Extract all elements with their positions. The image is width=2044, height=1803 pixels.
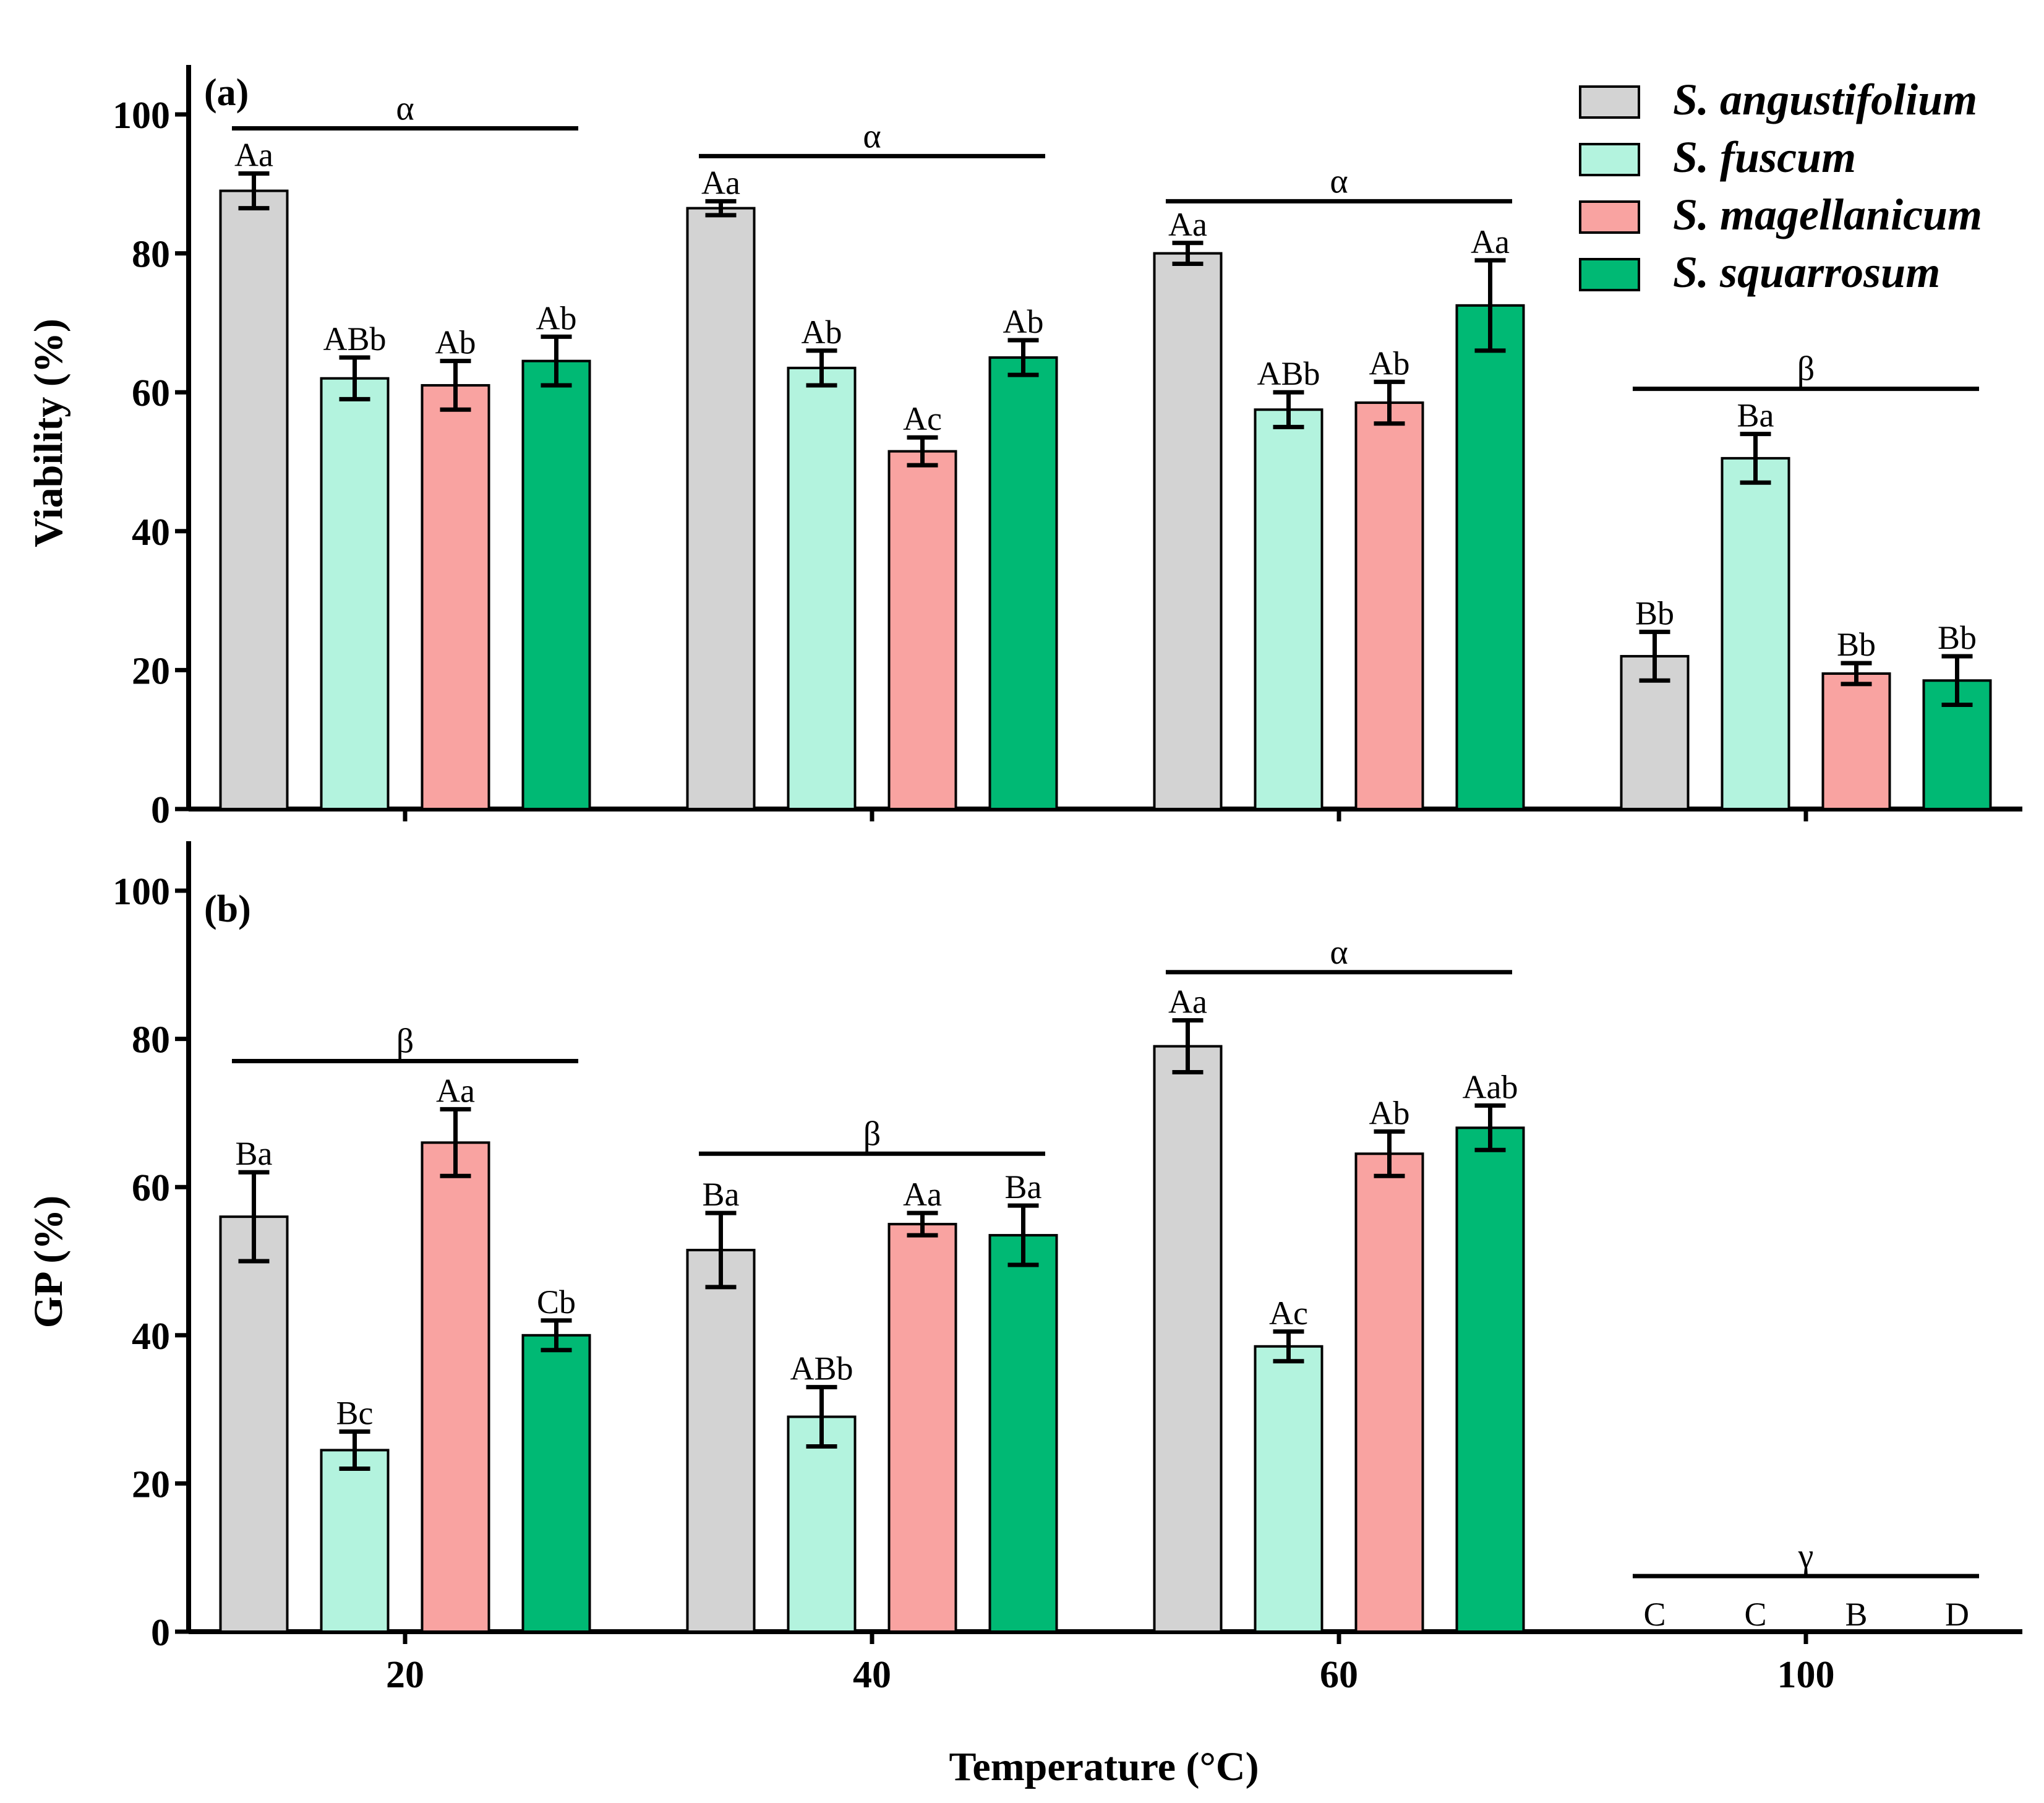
- legend-label-s-fuscum: S. fuscum: [1673, 132, 1856, 182]
- panel-b-letter-s-angustifolium-60: Aa: [1168, 983, 1207, 1021]
- panel-a-bar-s-fuscum-40: [787, 366, 857, 810]
- panel-a-letter-s-angustifolium-40: Aa: [701, 164, 740, 201]
- panel-b-group-letter-20: β: [396, 1022, 414, 1061]
- panel-a-group-letter-100: β: [1797, 350, 1815, 388]
- panel-b-letter-s-angustifolium-40: Ba: [703, 1176, 740, 1213]
- panel-b-bar-s-magellanicum-40: [887, 1223, 957, 1633]
- panel-a-bar-s-magellanicum-40: [887, 450, 957, 810]
- panel-b-bar-s-magellanicum-60: [1354, 1152, 1424, 1634]
- panel-b-letter-s-magellanicum-60: Ab: [1369, 1094, 1410, 1131]
- panel-b-letter-s-angustifolium-20: Ba: [236, 1135, 273, 1172]
- panel-a-bar-s-angustifolium-20: [219, 189, 289, 810]
- panel-a-bar-s-squarrosum-60: [1455, 304, 1525, 810]
- x-axis-title: Temperature (°C): [949, 1744, 1259, 1789]
- panel-a-bar-s-fuscum-60: [1254, 408, 1323, 810]
- panel-a-letter-s-angustifolium-60: Aa: [1168, 206, 1207, 243]
- panel-b-letter-s-fuscum-40: ABb: [790, 1350, 853, 1387]
- panel-a-bar-s-magellanicum-20: [421, 383, 490, 810]
- panel-a-group-letter-40: α: [863, 117, 881, 155]
- panel-b-group-letter-60: α: [1330, 933, 1348, 972]
- panel-b-bar-s-angustifolium-60: [1153, 1045, 1223, 1633]
- panel-a-y-tick-label: 60: [132, 372, 170, 414]
- panel-a-letter-s-magellanicum-20: Ab: [435, 324, 476, 361]
- panel-b-letter-s-magellanicum-100: B: [1845, 1596, 1867, 1633]
- panel-a-bar-s-fuscum-20: [320, 377, 390, 810]
- panel-b-y-tick-label: 0: [151, 1612, 170, 1654]
- panel-a-letter-s-magellanicum-100: Bb: [1837, 626, 1876, 663]
- panel-a-bar-s-magellanicum-100: [1821, 672, 1891, 811]
- panel-a-bar-s-squarrosum-40: [988, 356, 1058, 810]
- panel-a-y-tick-label: 40: [132, 512, 170, 554]
- panel-b-y-tick-label: 80: [132, 1019, 170, 1061]
- panel-a-bar-s-magellanicum-60: [1354, 401, 1424, 810]
- panel-a-y-tick-label: 100: [113, 95, 170, 137]
- panel-a-letter-s-magellanicum-60: Ab: [1369, 345, 1410, 382]
- panel-b-group-letter-40: β: [863, 1115, 881, 1153]
- legend-label-s-angustifolium: S. angustifolium: [1673, 75, 1977, 124]
- panel-b-bar-s-fuscum-20: [320, 1449, 390, 1633]
- panel-b-letter-s-fuscum-100: C: [1744, 1596, 1766, 1633]
- panel-b-y-tick-label: 100: [113, 871, 170, 913]
- panel-a-letter-s-squarrosum-60: Aa: [1471, 223, 1510, 260]
- panel-b-letter-s-magellanicum-40: Aa: [903, 1176, 942, 1213]
- panel-a-bar-s-squarrosum-20: [521, 359, 591, 810]
- panel-b-letter-s-squarrosum-100: D: [1945, 1596, 1969, 1633]
- panel-b-letter-s-squarrosum-40: Ba: [1005, 1168, 1042, 1206]
- panel-a-y-tick-label: 80: [132, 234, 170, 276]
- panel-b-bar-s-angustifolium-40: [686, 1249, 756, 1633]
- panel-a-y-axis-title: Viability (%): [26, 319, 71, 547]
- legend-swatch-s-squarrosum: [1579, 258, 1640, 291]
- panel-a-label: (a): [204, 72, 249, 114]
- panel-a-letter-s-squarrosum-20: Ab: [536, 299, 577, 336]
- legend-label-s-magellanicum: S. magellanicum: [1673, 190, 1982, 239]
- panel-b-y-axis-title: GP (%): [26, 1196, 71, 1328]
- panel-a-bar-s-angustifolium-60: [1153, 252, 1223, 811]
- panel-b-letter-s-fuscum-20: Bc: [336, 1395, 374, 1432]
- panel-a-letter-s-squarrosum-100: Bb: [1938, 619, 1977, 656]
- panel-a-group-letter-20: α: [396, 89, 414, 127]
- panel-b-bar-s-squarrosum-20: [521, 1334, 591, 1634]
- panel-a-bar-s-fuscum-100: [1721, 456, 1790, 810]
- panel-a-bar-s-angustifolium-40: [686, 207, 756, 811]
- panel-a-letter-s-fuscum-100: Ba: [1737, 397, 1774, 434]
- panel-a-letter-s-fuscum-20: ABb: [323, 320, 386, 358]
- panel-b-bar-s-squarrosum-40: [988, 1234, 1058, 1633]
- panel-b-bar-s-squarrosum-60: [1455, 1126, 1525, 1633]
- panel-a-letter-s-fuscum-60: ABb: [1257, 355, 1320, 392]
- panel-a-group-letter-60: α: [1330, 162, 1348, 200]
- panel-b-bar-s-magellanicum-20: [421, 1141, 490, 1633]
- panel-b-label: (b): [204, 888, 251, 930]
- legend-swatch-s-magellanicum: [1579, 200, 1640, 234]
- x-tick-label-40: 40: [853, 1654, 891, 1696]
- panel-a-letter-s-magellanicum-40: Ac: [903, 400, 942, 437]
- panel-b-bar-s-fuscum-60: [1254, 1345, 1323, 1634]
- panel-b-bar-s-angustifolium-20: [219, 1215, 289, 1633]
- x-tick-label-20: 20: [386, 1654, 424, 1696]
- panel-b-letter-s-angustifolium-100: C: [1643, 1596, 1666, 1633]
- panel-b-letter-s-fuscum-60: Ac: [1269, 1295, 1308, 1332]
- panel-a-y-tick-label: 20: [132, 650, 170, 692]
- panel-b-letter-s-squarrosum-20: Cb: [537, 1283, 576, 1321]
- panel-b-y-tick-label: 60: [132, 1167, 170, 1209]
- legend-swatch-s-fuscum: [1579, 143, 1640, 176]
- panel-a-letter-s-angustifolium-20: Aa: [234, 136, 273, 173]
- panel-b-letter-s-squarrosum-60: Aab: [1463, 1068, 1518, 1105]
- panel-b-bar-s-fuscum-40: [787, 1415, 857, 1634]
- panel-b-letter-s-magellanicum-20: Aa: [436, 1072, 475, 1109]
- panel-a-letter-s-fuscum-40: Ab: [802, 314, 842, 351]
- panel-b-group-letter-100: γ: [1798, 1537, 1814, 1575]
- panel-a-letter-s-squarrosum-40: Ab: [1003, 303, 1044, 340]
- legend-swatch-s-angustifolium: [1579, 85, 1640, 119]
- x-tick-label-100: 100: [1777, 1654, 1835, 1696]
- x-tick-label-60: 60: [1320, 1654, 1358, 1696]
- legend-label-s-squarrosum: S. squarrosum: [1673, 247, 1940, 297]
- panel-b-y-tick-label: 40: [132, 1316, 170, 1358]
- panel-b-y-tick-label: 20: [132, 1463, 170, 1505]
- panel-a-y-tick-label: 0: [151, 789, 170, 831]
- panel-a-letter-s-angustifolium-100: Bb: [1635, 595, 1674, 632]
